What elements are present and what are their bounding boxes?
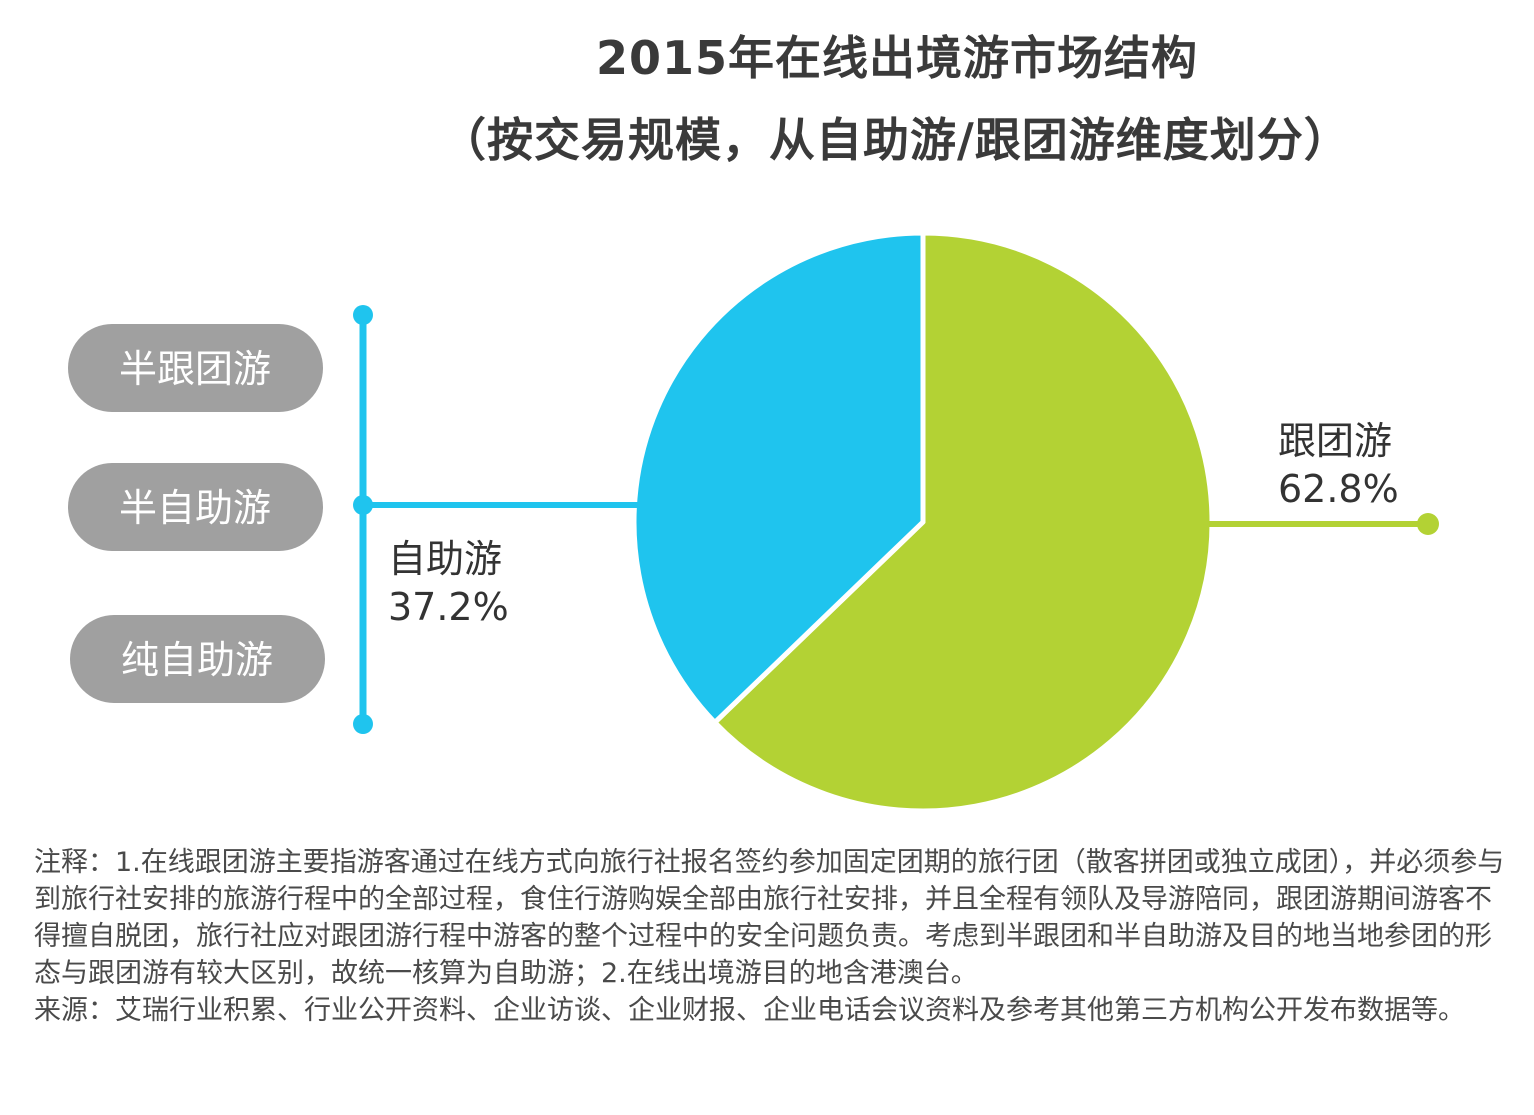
self-service-label: 自助游 (388, 537, 502, 581)
note-text: 注释：1.在线跟团游主要指游客通过在线方式向旅行社报名签约参加固定团期的旅行团（… (34, 847, 1505, 989)
chart-title: 2015年在线出境游市场结构 (596, 31, 1199, 85)
group-tour-connector-dot (1417, 513, 1439, 535)
group-tour-value: 62.8% (1278, 467, 1399, 511)
self-service-value: 37.2% (388, 585, 509, 629)
breakdown-label: 半自助游 (119, 486, 271, 530)
breakdown-label: 半跟团游 (119, 347, 271, 391)
connector-dot-middle (353, 495, 373, 515)
breakdown-pill: 半跟团游 (68, 324, 323, 412)
connector-dot-top (353, 305, 373, 325)
chart-subtitle: （按交易规模，从自助游/跟团游维度划分） (440, 113, 1351, 167)
pie-chart: 半跟团游 半自助游 纯自助游 自助游 37.2% 跟团游 62.8% (68, 230, 1439, 814)
breakdown-pill: 纯自助游 (70, 615, 325, 703)
connector-dot-bottom (353, 714, 373, 734)
pie-slice-self-service (631, 230, 926, 725)
footnotes: 注释：1.在线跟团游主要指游客通过在线方式向旅行社报名签约参加固定团期的旅行团（… (34, 844, 1509, 1029)
pie-slice-group-tour (712, 230, 1215, 814)
pie (631, 230, 1215, 814)
source-text: 来源：艾瑞行业积累、行业公开资料、企业访谈、企业财报、企业电话会议资料及参考其他… (34, 995, 1465, 1026)
breakdown-pill: 半自助游 (68, 463, 323, 551)
breakdown-label: 纯自助游 (121, 638, 273, 682)
group-tour-label: 跟团游 (1278, 419, 1392, 463)
